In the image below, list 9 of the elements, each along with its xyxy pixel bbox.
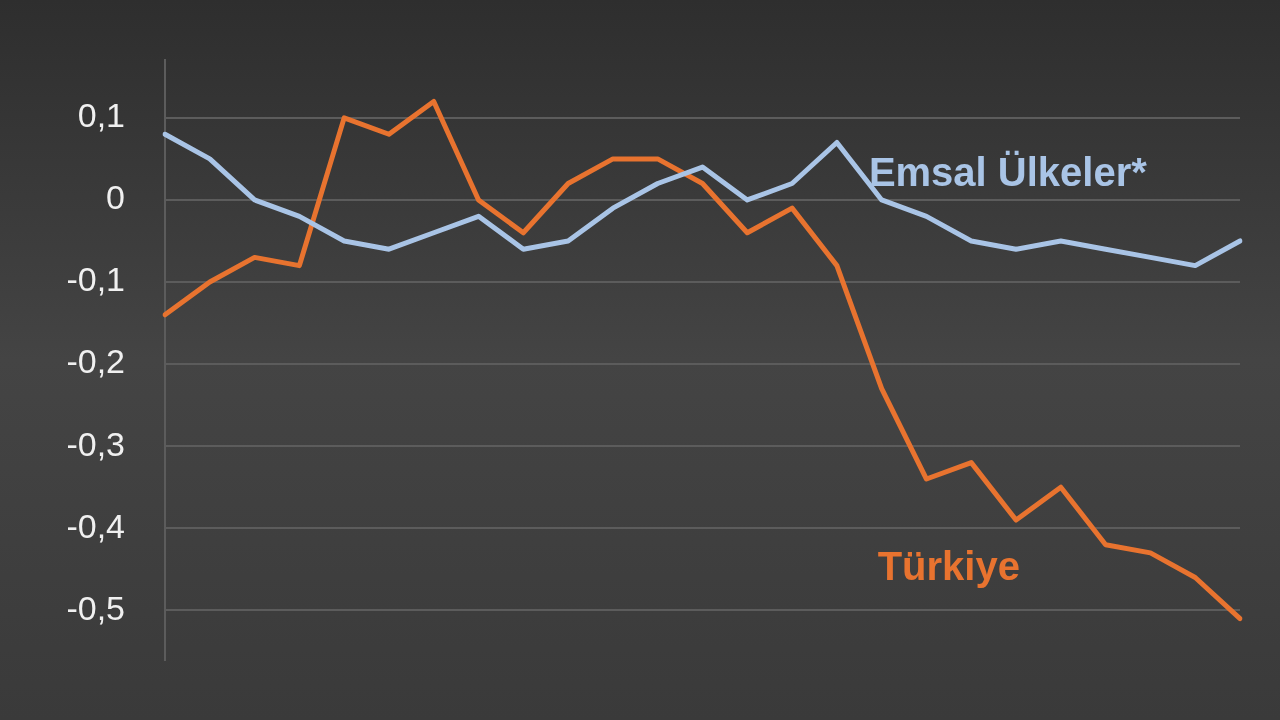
y-tick-label: -0,1 [66, 260, 125, 299]
series-label: Türkiye [877, 544, 1020, 589]
y-tick-label: -0,3 [66, 424, 125, 463]
y-tick-label: -0,4 [66, 506, 125, 545]
y-tick-label: -0,2 [66, 342, 125, 381]
y-tick-label: -0,5 [66, 588, 125, 627]
series-label: Emsal Ülkeler* [868, 150, 1148, 195]
y-tick-label: 0 [106, 178, 125, 217]
y-tick-label: 0,1 [77, 96, 125, 135]
